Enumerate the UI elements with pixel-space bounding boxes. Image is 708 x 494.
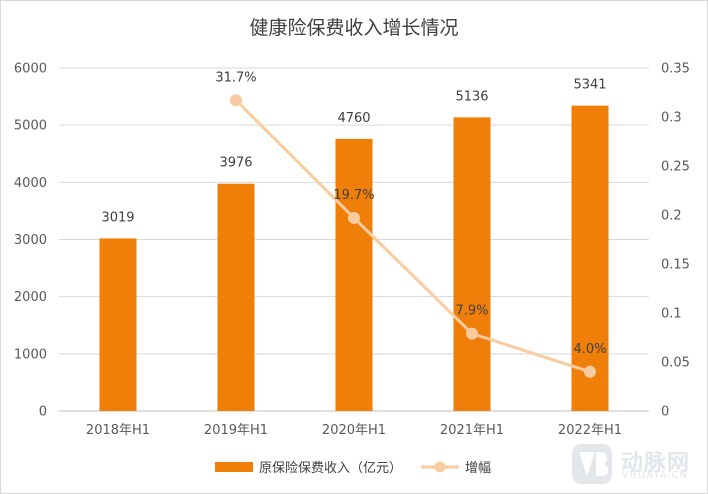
right-axis-tick-label: 0.25 <box>661 160 690 175</box>
x-axis-tick-label: 2019年H1 <box>204 423 268 438</box>
watermark-name: 动脉网 <box>621 451 691 476</box>
left-axis-tick-label: 4000 <box>14 176 47 191</box>
x-axis-tick-label: 2021年H1 <box>440 423 504 438</box>
x-axis-tick-label: 2020年H1 <box>322 423 386 438</box>
bar-data-label: 3019 <box>101 210 134 225</box>
growth-data-label: 31.7% <box>215 70 256 85</box>
growth-point <box>584 365 596 378</box>
right-axis-tick-label: 0.3 <box>661 111 682 126</box>
legend-bar-swatch <box>215 462 253 472</box>
growth-line <box>234 99 591 374</box>
bar <box>217 183 255 411</box>
left-axis-tick-label: 5000 <box>14 119 47 134</box>
right-axis-tick-label: 0.1 <box>661 307 682 322</box>
left-axis-tick-label: 6000 <box>14 62 47 77</box>
right-axis-tick-label: 0.15 <box>661 258 690 273</box>
bar-data-label: 5341 <box>573 78 606 93</box>
growth-point <box>466 327 478 340</box>
bar <box>99 238 137 411</box>
growth-point <box>348 211 360 224</box>
right-axis-tick-label: 0.35 <box>661 62 690 77</box>
bar-data-label: 3976 <box>219 156 252 171</box>
bar-data-label: 4760 <box>337 111 370 126</box>
growth-data-label: 7.9% <box>455 304 488 319</box>
bar-data-label: 5136 <box>455 89 488 104</box>
bar <box>571 105 609 411</box>
growth-point <box>230 94 242 107</box>
right-axis-tick-label: 0.2 <box>661 209 682 224</box>
growth-data-label: 4.0% <box>573 342 606 357</box>
bar <box>453 117 491 411</box>
left-axis-tick-label: 2000 <box>14 290 47 305</box>
watermark-logo <box>572 444 612 484</box>
left-axis-tick-label: 3000 <box>14 233 47 248</box>
bar <box>335 138 373 412</box>
legend-bar-label: 原保险保费收入（亿元） <box>259 461 402 476</box>
right-axis-tick-label: 0 <box>661 405 669 420</box>
legend-line-label: 增幅 <box>465 461 491 476</box>
left-axis-tick-label: 1000 <box>14 347 47 362</box>
watermark-sub: VBDATA.CN <box>622 470 688 481</box>
legend-line-marker <box>434 461 446 473</box>
chart-title: 健康险保费收入增长情况 <box>249 17 459 39</box>
left-axis-tick-label: 0 <box>39 405 47 420</box>
right-axis-tick-label: 0.05 <box>661 356 690 371</box>
growth-data-label: 19.7% <box>333 188 374 203</box>
x-axis-tick-label: 2018年H1 <box>86 423 150 438</box>
x-axis-tick-label: 2022年H1 <box>558 423 622 438</box>
